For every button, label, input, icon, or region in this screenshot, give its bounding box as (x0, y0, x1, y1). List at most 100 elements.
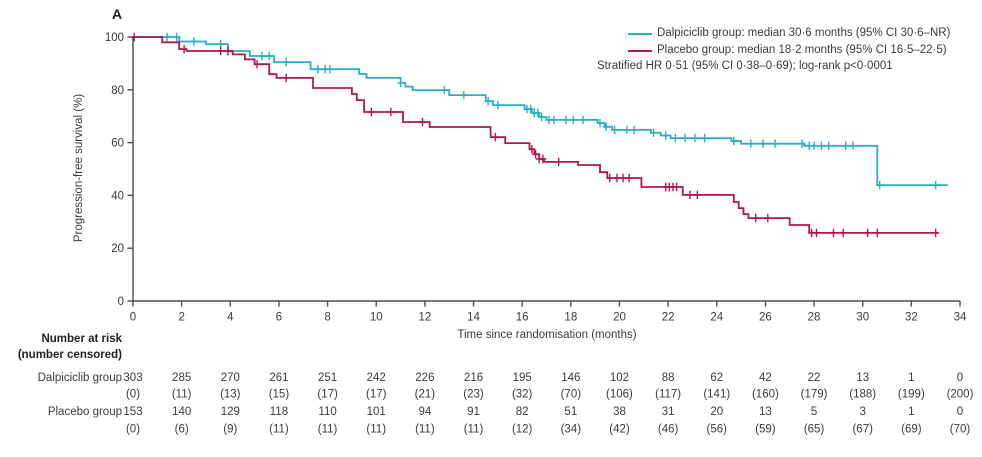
risk-value: (11) (366, 424, 386, 436)
censor-tick (619, 173, 627, 183)
censor-tick (484, 97, 492, 106)
censor-tick (810, 141, 818, 150)
censor-tick (759, 139, 767, 148)
censor-tick (650, 128, 657, 137)
risk-value: (59) (755, 424, 776, 436)
censor-tick (217, 46, 224, 56)
censor-tick (368, 107, 375, 117)
censor-tick (864, 228, 871, 238)
svg-text:18: 18 (564, 312, 577, 324)
risk-value: 195 (513, 372, 532, 384)
svg-text:24: 24 (710, 312, 723, 324)
censor-tick (387, 107, 395, 117)
censor-marks (130, 32, 940, 238)
censor-tick (747, 139, 755, 148)
risk-value: 91 (467, 406, 480, 418)
censor-tick (538, 112, 545, 122)
censor-tick (527, 104, 535, 114)
risk-value: 153 (123, 406, 142, 418)
svg-text:100: 100 (105, 32, 124, 44)
svg-text:20: 20 (613, 312, 626, 324)
x-axis-title: Time since randomisation (months) (457, 329, 637, 341)
risk-value: (0) (126, 424, 140, 436)
svg-text:28: 28 (808, 312, 821, 324)
risk-value: 129 (221, 406, 240, 418)
censor-tick (602, 122, 610, 131)
svg-text:0: 0 (130, 312, 136, 324)
censor-tick (611, 125, 618, 135)
risk-value: (17) (317, 389, 338, 401)
svg-text:32: 32 (905, 312, 918, 324)
svg-text:14: 14 (467, 312, 480, 324)
risk-value: (11) (464, 424, 484, 436)
risk-value: 3 (860, 406, 866, 418)
censor-tick (180, 44, 188, 54)
risk-value: 51 (564, 406, 577, 418)
risk-value: (200) (947, 389, 974, 401)
censor-tick (932, 228, 940, 238)
risk-value: 38 (613, 406, 626, 418)
censor-tick (539, 154, 547, 164)
svg-text:2: 2 (178, 312, 184, 324)
legend-item-dalpiciclib: Dalpiciclib group: median 30·6 months (9… (657, 27, 951, 39)
risk-value: (11) (172, 389, 192, 401)
risk-value: (141) (703, 389, 730, 401)
risk-value: 22 (808, 372, 821, 384)
risk-value: 110 (318, 406, 336, 418)
risk-row-label-placebo: Placebo group (47, 406, 122, 418)
svg-text:30: 30 (856, 312, 869, 324)
risk-value: 0 (957, 372, 963, 384)
risk-value: 102 (610, 372, 629, 384)
legend-item-placebo: Placebo group: median 18·2 months (95% C… (657, 43, 947, 56)
censor-tick (397, 78, 404, 88)
risk-value: 118 (270, 406, 288, 418)
risk-value: 270 (221, 372, 240, 384)
censor-tick (460, 90, 468, 100)
risk-value: (17) (366, 389, 387, 401)
legend-swatch-placebo (628, 49, 652, 52)
series-placebo (130, 32, 940, 238)
censor-tick (534, 108, 542, 118)
risk-value: 146 (561, 372, 580, 384)
risk-value: (11) (269, 424, 289, 436)
censor-tick (798, 139, 806, 148)
censor-tick (752, 213, 760, 223)
censor-tick (623, 125, 631, 135)
km-curve (133, 36, 939, 234)
risk-value: 5 (811, 406, 817, 418)
censor-tick (440, 85, 448, 95)
svg-text:0: 0 (118, 296, 124, 308)
risk-table-values: 303 285 270 261 251 242 226 216 195 146 102 88 62 42 2… (123, 372, 973, 436)
risk-value: (23) (463, 389, 484, 401)
censor-tick (569, 115, 577, 125)
censor-tick (606, 173, 614, 183)
censor-tick (265, 51, 273, 61)
risk-value: (70) (950, 424, 971, 436)
risk-value: (46) (658, 424, 679, 436)
risk-value: 1 (908, 406, 914, 418)
legend-swatch-dalpiciclib (628, 33, 652, 35)
censor-tick (282, 57, 290, 67)
risk-value: (70) (561, 389, 582, 401)
censor-tick (253, 60, 261, 69)
censor-tick (532, 150, 539, 159)
risk-value: (9) (223, 424, 237, 436)
censor-tick (130, 32, 138, 42)
risk-value: (12) (512, 424, 533, 436)
risk-row-label-dalpiciclib: Dalpiciclib group (37, 372, 122, 384)
risk-table-row: 153 140 129 118 110 101 94 91 82 51 38 31 20 13 5 3 1 0 (123, 406, 963, 418)
censor-tick (596, 118, 604, 128)
censor-tick (173, 32, 181, 42)
risk-value: (106) (606, 389, 633, 401)
x-tick-labels: 0 2 4 6 8 10 12 14 16 18 20 22 24 26 28 30 32 34 (130, 312, 967, 324)
svg-text:8: 8 (324, 312, 330, 324)
censor-tick (691, 133, 699, 143)
y-tick-labels: 0 20 40 60 80 100 (105, 32, 124, 308)
censor-tick (830, 228, 837, 238)
risk-value: (67) (852, 424, 873, 436)
censor-tick (771, 139, 779, 148)
risk-value: 20 (710, 406, 723, 418)
censor-tick (613, 173, 621, 183)
censor-tick (932, 180, 940, 190)
